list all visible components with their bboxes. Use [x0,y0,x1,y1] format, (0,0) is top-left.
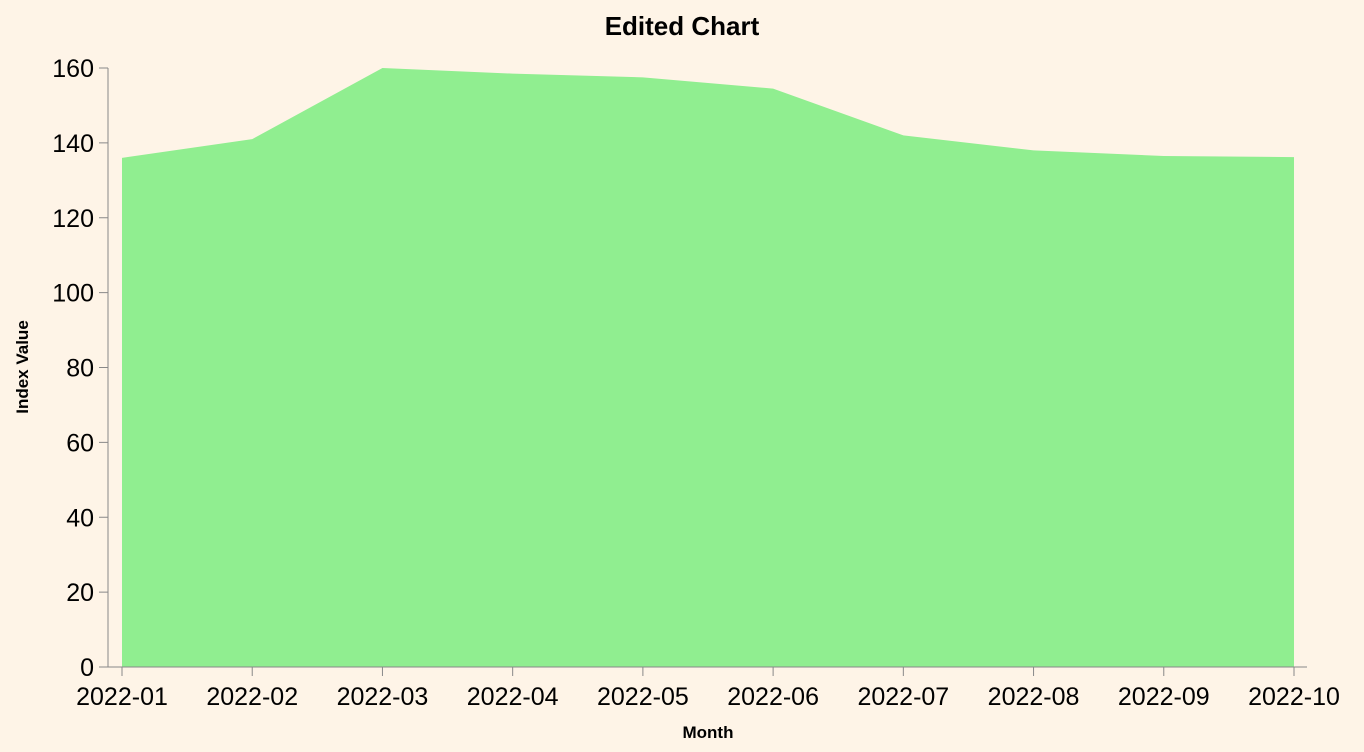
y-tick-label: 40 [66,504,94,532]
x-tick-label: 2022-03 [337,683,429,711]
x-tick-label: 2022-01 [76,683,168,711]
x-tick-label: 2022-04 [467,683,559,711]
y-tick-label: 100 [52,280,94,308]
plot-area [122,68,1294,667]
x-tick-label: 2022-07 [857,683,949,711]
x-tick-label: 2022-10 [1248,683,1340,711]
y-axis: 0 20 40 60 80 100 120 140 160 [52,55,109,682]
area-series [122,68,1294,667]
x-tick-label: 2022-02 [206,683,298,711]
y-tick-label: 60 [66,429,94,457]
chart-title: Edited Chart [605,11,760,41]
y-tick-label: 160 [52,55,94,83]
y-tick-label: 80 [66,355,94,383]
x-axis: 2022-01 2022-02 2022-03 2022-04 2022-05 2022-… [76,666,1340,711]
y-tick-label: 120 [52,205,94,233]
y-axis-title: Index Value [13,320,32,414]
y-tick-label: 20 [66,579,94,607]
x-axis-title: Month [683,723,734,742]
y-tick-label: 0 [80,654,94,682]
y-tick-label: 140 [52,130,94,158]
x-tick-label: 2022-08 [988,683,1080,711]
x-tick-label: 2022-05 [597,683,689,711]
x-tick-label: 2022-06 [727,683,819,711]
x-tick-label: 2022-09 [1118,683,1210,711]
